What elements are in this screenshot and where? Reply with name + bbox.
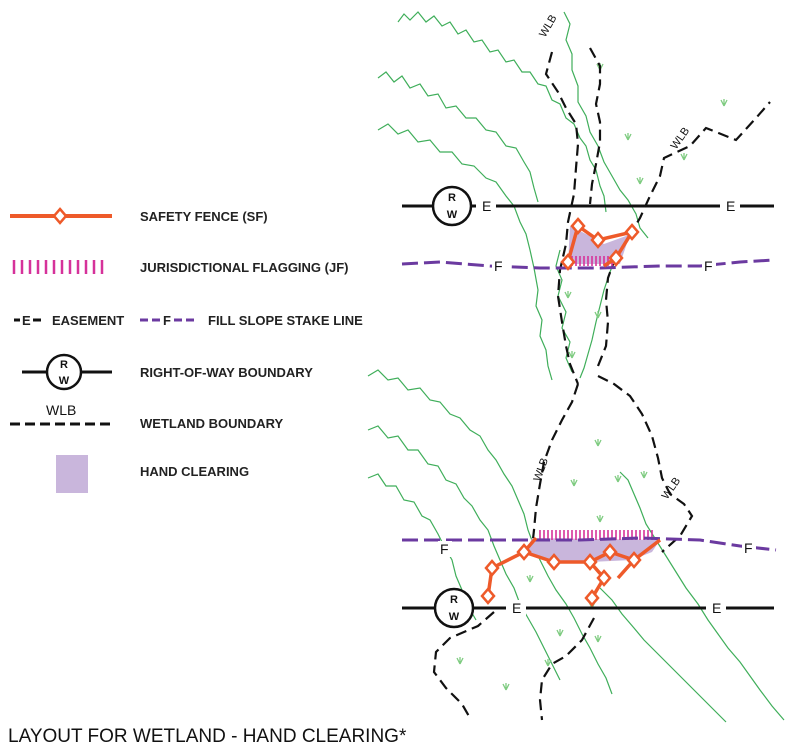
legend-fill-slope: F FILL SLOPE STAKE LINE [140,313,363,328]
wetland-edge-lower-d [619,471,785,721]
legend-easement-symbol: E [22,313,31,328]
easement-gap [706,600,726,616]
wlb-line-upper-left [544,51,580,385]
upper-crossing: WLB WLB E E R W F F [377,11,775,385]
fill-slope-line-lower [402,536,777,552]
easement-tag-lower-right: E [712,600,721,616]
grass-icon [720,98,728,107]
fill-tag-lower-right: F [744,540,753,556]
fill-tag-upper-right: F [704,258,713,274]
rw-symbol-top: R [60,359,68,371]
legend-label-hand-clearing: HAND CLEARING [140,464,249,479]
rw-lower-top: R [450,594,458,606]
legend-wlb-symbol: WLB [46,402,76,418]
legend-label-jurisdictional-flagging: JURISDICTIONAL FLAGGING (JF) [140,260,348,275]
fill-gap [702,258,716,274]
grass-icon [614,474,622,483]
grass-icon [640,470,648,479]
rw-symbol-bottom: W [59,375,70,387]
grass-icon [636,176,644,185]
grass-icon [456,656,464,665]
wetland-edge-lower-a [367,369,613,695]
safety-fence-marker-icon [484,559,500,577]
grass-icon [594,634,602,643]
wlb-line-lower-left [530,383,580,549]
wetland-edge-upper-b [377,71,539,203]
legend-jurisdictional-flagging: JURISDICTIONAL FLAGGING (JF) [12,260,348,275]
safety-fence-marker-icon [480,587,496,605]
grass-icon [624,132,632,141]
wetland-edge-upper-c [377,123,553,381]
flagging-ticks-icon [12,260,104,274]
wlb-line-lower-right [597,375,694,553]
legend-hand-clearing: HAND CLEARING [56,455,249,493]
wlb-line-upper-center [588,47,602,205]
legend-label-easement: EASEMENT [52,313,124,328]
easement-tag-upper-left: E [482,198,491,214]
legend-fill-slope-symbol: F [163,313,171,328]
safety-fence-lower [486,536,662,599]
wetland-edge-lower-e [599,587,727,723]
rw-circle-icon [45,353,83,391]
legend-right-of-way: R W RIGHT-OF-WAY BOUNDARY [22,353,313,391]
rw-circle-upper-icon [431,185,473,227]
grass-icon [502,682,510,691]
rw-upper-bottom: W [447,209,458,221]
legend-wetland-boundary: WLB WETLAND BOUNDARY [10,402,284,431]
fill-gap [742,540,756,556]
legend-label-right-of-way: RIGHT-OF-WAY BOUNDARY [140,365,313,380]
rw-circle-lower-icon [433,587,475,629]
grass-icon [570,478,578,487]
grass-icon [568,350,576,359]
lower-crossing: WLB WLB F F E E R W [367,369,785,723]
wlb-tag-lower-1: WLB [532,457,551,484]
legend-label-fill-slope: FILL SLOPE STAKE LINE [208,313,363,328]
wetland-edge-upper-a [397,11,607,213]
wetland-edge-upper-d [563,11,649,239]
easement-gap [720,198,740,214]
easement-tag-lower-left: E [512,600,521,616]
wlb-tag-upper-1: WLB [537,13,559,40]
legend-label-safety-fence: SAFETY FENCE (SF) [140,209,268,224]
grass-icon [596,514,604,523]
grass-icon [564,290,572,299]
jurisdictional-flagging-lower [539,530,653,540]
legend-label-wetland-boundary: WETLAND BOUNDARY [140,416,284,431]
rw-lower-bottom: W [449,611,460,623]
legend-easement: E EASEMENT [14,313,124,328]
safety-fence-marker-icon [52,207,68,225]
easement-gap [506,600,526,616]
fill-slope-line-upper [401,258,775,270]
grass-icon [594,438,602,447]
hand-clearing-swatch-icon [56,455,88,493]
legend: SAFETY FENCE (SF) JURISDICTIONAL FLAGGIN… [10,207,363,493]
rw-upper-top: R [448,192,456,204]
wlb-line-lower-bottom-mid [538,617,595,721]
wlb-line-lower-bottom-left [432,611,495,719]
fill-tag-lower-left: F [440,541,449,557]
wetland-edge-lower-c [367,473,477,621]
grass-icon [556,628,564,637]
fill-tag-upper-left: F [494,258,503,274]
wlb-tag-upper-2: WLB [669,125,693,151]
diagram-title: LAYOUT FOR WETLAND - HAND CLEARING* [8,726,407,746]
wetland-edge-lower-b [367,425,561,681]
fill-gap [438,541,452,557]
legend-safety-fence: SAFETY FENCE (SF) [10,207,268,225]
fill-gap [492,258,506,274]
grass-icon [526,574,534,583]
easement-gap [476,198,496,214]
grass-icon [594,310,602,319]
easement-tag-upper-right: E [726,198,735,214]
grass-icon [680,152,688,161]
